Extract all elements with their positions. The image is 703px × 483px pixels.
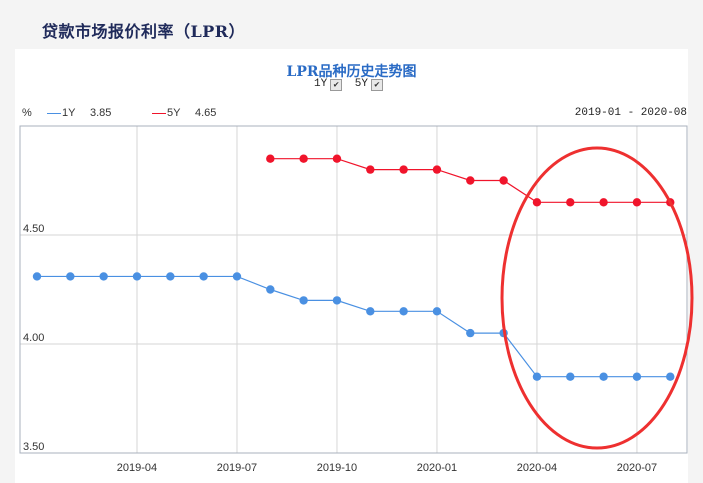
- series-1y: [32, 272, 675, 381]
- data-point[interactable]: [466, 328, 475, 338]
- x-tick-label: 2020-04: [517, 462, 557, 474]
- data-point[interactable]: [532, 372, 542, 381]
- data-point[interactable]: [199, 272, 208, 281]
- data-point[interactable]: [566, 198, 575, 207]
- plot-frame: [19, 125, 688, 454]
- y-tick-label: 4.00: [23, 332, 44, 344]
- data-point[interactable]: [566, 372, 575, 381]
- chart-panel: [15, 49, 688, 483]
- line-swatch-icon: [47, 112, 61, 114]
- series-5y: [266, 154, 675, 207]
- data-point[interactable]: [432, 165, 442, 174]
- series-toggles: 1Y ✔ 5Y ✔: [0, 78, 703, 91]
- data-point[interactable]: [599, 372, 608, 381]
- highlight-ellipse: [500, 146, 694, 450]
- data-point[interactable]: [332, 296, 342, 305]
- data-point[interactable]: [466, 176, 475, 185]
- chart-title: LPR品种历史走势图: [286, 64, 417, 80]
- data-point[interactable]: [366, 307, 375, 316]
- data-point[interactable]: [299, 296, 308, 305]
- data-point[interactable]: [266, 154, 275, 163]
- data-point[interactable]: [32, 272, 42, 281]
- data-point[interactable]: [632, 198, 642, 207]
- legend-1y-value: 3.85: [90, 107, 112, 119]
- toggle-5y-label: 5Y: [354, 78, 368, 90]
- x-tick-label: 2019-04: [117, 462, 157, 474]
- data-point[interactable]: [499, 176, 508, 185]
- data-point[interactable]: [399, 307, 408, 316]
- line-swatch-icon: [152, 112, 166, 114]
- data-point[interactable]: [66, 272, 75, 281]
- data-point[interactable]: [266, 285, 275, 294]
- data-point[interactable]: [399, 165, 408, 174]
- data-point[interactable]: [666, 372, 675, 381]
- legend-1y: 1Y: [47, 107, 75, 119]
- data-point[interactable]: [99, 272, 108, 281]
- data-point[interactable]: [632, 372, 642, 381]
- unit-label: %: [22, 107, 32, 119]
- legend-5y-value: 4.65: [195, 107, 217, 119]
- toggle-5y-checkbox[interactable]: ✔: [371, 79, 383, 91]
- data-point[interactable]: [299, 154, 308, 163]
- date-range: 2019-01 - 2020-08: [574, 107, 687, 119]
- data-point[interactable]: [599, 198, 608, 207]
- data-point[interactable]: [332, 154, 342, 163]
- data-point[interactable]: [432, 307, 442, 316]
- data-point[interactable]: [532, 198, 542, 207]
- data-point[interactable]: [366, 165, 375, 174]
- y-tick-label: 4.50: [23, 223, 44, 235]
- x-tick-label: 2020-07: [617, 462, 657, 474]
- data-point[interactable]: [232, 272, 242, 281]
- y-tick-label: 3.50: [23, 441, 44, 453]
- x-tick-label: 2019-07: [217, 462, 257, 474]
- page-title: 贷款市场报价利率（LPR）: [42, 22, 246, 41]
- x-tick-label: 2020-01: [417, 462, 457, 474]
- x-tick-label: 2019-10: [317, 462, 357, 474]
- data-point[interactable]: [132, 272, 142, 281]
- toggle-1y-checkbox[interactable]: ✔: [330, 79, 343, 91]
- data-point[interactable]: [166, 272, 175, 281]
- toggle-1y-label: 1Y: [313, 78, 328, 90]
- legend-5y: 5Y: [152, 107, 180, 119]
